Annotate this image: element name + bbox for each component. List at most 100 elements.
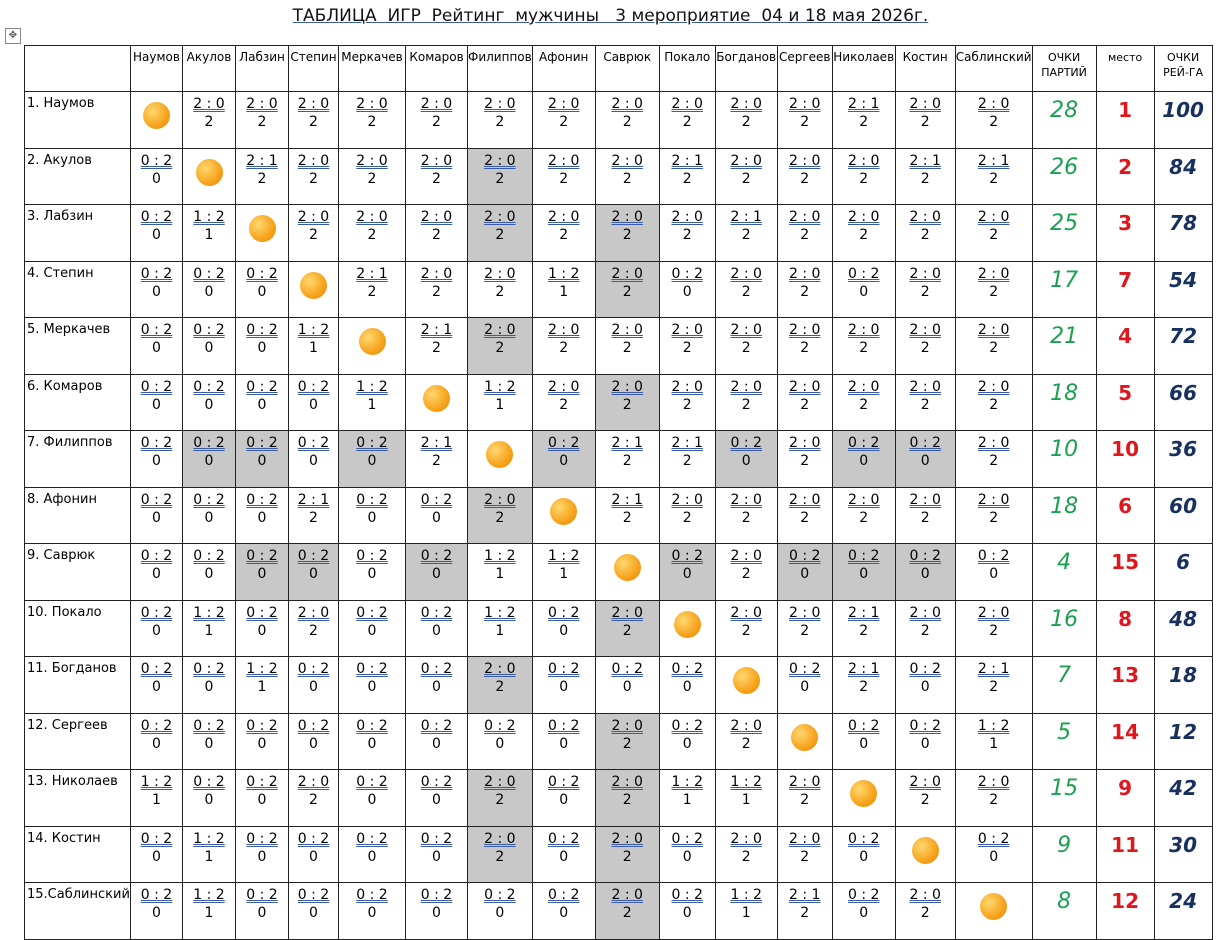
points: 2 [800,114,810,130]
score: 0 : 2 [356,774,388,790]
points: 0 [800,679,810,695]
points: 2 [741,283,751,300]
score: 0 : 2 [356,548,388,564]
points: 0 [859,848,869,865]
points: 2 [800,283,810,300]
points: 2 [989,622,999,639]
score: 0 : 2 [909,548,941,564]
points: 2 [559,396,569,413]
points: 2 [432,170,441,187]
score: 0 : 2 [788,661,821,677]
score: 0 : 2 [420,887,453,903]
score: 2 : 0 [484,152,516,169]
row-label: 2. Акулов [24,147,131,205]
points: 0 [204,340,214,356]
points: 1 [495,622,505,639]
score: 0 : 2 [977,548,1010,564]
points: 2 [741,566,751,582]
points: 2 [859,679,869,695]
points: 0 [257,848,267,865]
ball-icon [423,384,450,412]
points: 2 [682,509,692,526]
row-label: 3. Лабзин [24,204,131,262]
total-points: 18 [1031,486,1097,544]
score: 0 : 2 [193,548,225,564]
score: 2 : 0 [977,322,1010,338]
score: 2 : 0 [611,96,643,112]
points: 2 [622,735,632,752]
total-points: 25 [1031,204,1097,262]
table-handle[interactable]: ✥ [5,28,21,44]
points: 2 [309,509,318,526]
score: 0 : 2 [847,548,880,564]
score: 2 : 0 [788,435,821,451]
points: 0 [859,905,869,921]
score: 2 : 1 [611,491,643,508]
total-points: 7 [1031,656,1097,714]
points: 2 [622,622,632,639]
points: 2 [741,848,751,865]
score: 0 : 2 [484,887,516,903]
score: 2 : 1 [977,152,1010,169]
points: 0 [367,679,377,695]
points: 0 [204,792,214,808]
points: 0 [152,622,161,639]
points: 0 [622,679,632,695]
points: 2 [920,114,930,130]
row-label: 4. Степин [24,260,131,318]
points: 2 [622,170,632,187]
score: 1 : 2 [193,209,225,225]
score: 2 : 0 [977,96,1010,112]
score: 0 : 2 [140,717,173,734]
points: 2 [622,905,632,921]
points: 0 [367,453,377,469]
points: 2 [367,283,377,300]
score: 0 : 2 [246,548,278,564]
result-cell [954,882,1033,940]
place: 1 [1095,91,1155,149]
points: 2 [682,114,692,130]
points: 0 [204,453,214,469]
score: 2 : 0 [420,96,453,112]
rating-points: 42 [1153,769,1213,827]
points: 1 [204,622,214,639]
score: 0 : 2 [297,548,330,564]
points: 2 [495,114,505,130]
points: 2 [309,114,318,130]
points: 0 [682,735,692,752]
column-header: Костин [894,45,956,92]
score: 2 : 0 [611,265,643,282]
points: 0 [152,735,161,752]
rating-points: 72 [1153,317,1213,375]
score: 2 : 0 [909,491,941,508]
score: 2 : 0 [484,491,516,508]
